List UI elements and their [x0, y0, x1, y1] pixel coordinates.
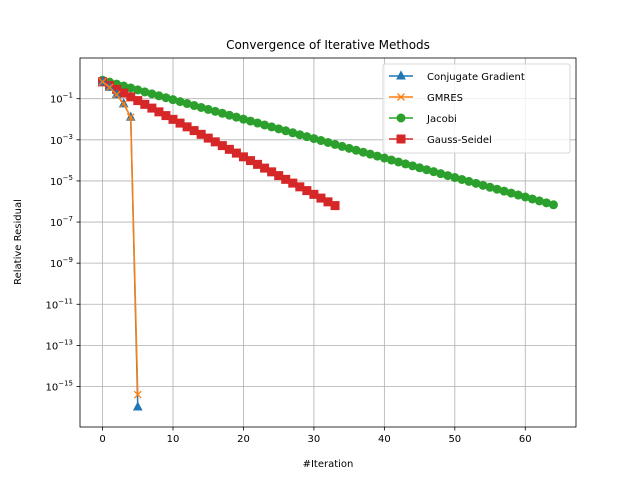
series-line-gmres: [102, 81, 139, 395]
series-gmres: [98, 77, 142, 399]
series-layer: [97, 75, 558, 411]
legend-entry-gmres: GMRES: [389, 93, 463, 104]
data-point-jacobi: [548, 200, 558, 210]
y-tick-label: 10−7: [50, 215, 73, 229]
plot-area-frame: [79, 57, 577, 428]
legend-frame: [382, 63, 571, 154]
x-tick-label: 20: [237, 434, 250, 445]
legend-entry-jacobi: Jacobi: [389, 113, 457, 125]
series-gauss-seidel: [98, 77, 340, 211]
chart-title: Convergence of Iterative Methods: [226, 38, 430, 52]
legend-entry-conjugate-gradient: Conjugate Gradient: [389, 70, 525, 83]
legend-label-gmres: GMRES: [427, 93, 463, 104]
legend-marker-jacobi: [396, 113, 406, 123]
legend-entry-gauss-seidel: Gauss-Seidel: [389, 134, 492, 146]
legend-marker-conjugate-gradient: [396, 70, 406, 80]
y-tick-label: 10−5: [50, 174, 73, 188]
series-conjugate-gradient: [97, 76, 143, 411]
y-tick-label: 10−3: [50, 133, 73, 147]
series-line-conjugate-gradient: [102, 81, 139, 408]
x-tick-label: 50: [448, 434, 461, 445]
data-point-gmres: [105, 83, 114, 92]
x-axis-label: #Iteration: [303, 459, 354, 470]
y-axis-label: Relative Residual: [13, 199, 24, 285]
x-tick-label: 40: [378, 434, 391, 445]
x-tick-label: 60: [519, 434, 532, 445]
legend-marker-gmres: [397, 93, 405, 101]
x-tick-label: 0: [99, 434, 105, 445]
y-ticks: 10−15 10−13 10−11 10−9 10−7 10−5 10−3 10−1: [45, 92, 80, 394]
legend: Conjugate Gradient GMRES Jacobi Gauss-Seide…: [382, 63, 571, 154]
y-tick-label: 10−11: [45, 297, 73, 311]
data-point-gmres: [98, 77, 107, 86]
y-tick-label: 10−13: [45, 338, 73, 352]
legend-marker-gauss-seidel: [396, 134, 406, 144]
y-tick-label: 10−9: [50, 256, 73, 270]
legend-label-jacobi: Jacobi: [426, 114, 457, 125]
x-tick-label: 10: [167, 434, 180, 445]
y-tick-label: 10−1: [50, 92, 73, 106]
legend-label-conjugate-gradient: Conjugate Gradient: [427, 72, 525, 83]
series-jacobi: [98, 75, 558, 210]
y-tick-label: 10−15: [45, 380, 73, 394]
data-point-gmres: [126, 113, 135, 122]
data-point-gauss-seidel: [330, 201, 340, 211]
x-ticks: 0 10 20 30 40 50 60: [99, 427, 532, 445]
legend-label-gauss-seidel: Gauss-Seidel: [427, 135, 492, 146]
data-point-conjugate-gradient: [132, 401, 143, 411]
data-point-gmres: [112, 90, 121, 99]
x-tick-label: 30: [308, 434, 321, 445]
data-point-gmres: [119, 99, 128, 108]
data-point-gmres: [133, 390, 142, 399]
